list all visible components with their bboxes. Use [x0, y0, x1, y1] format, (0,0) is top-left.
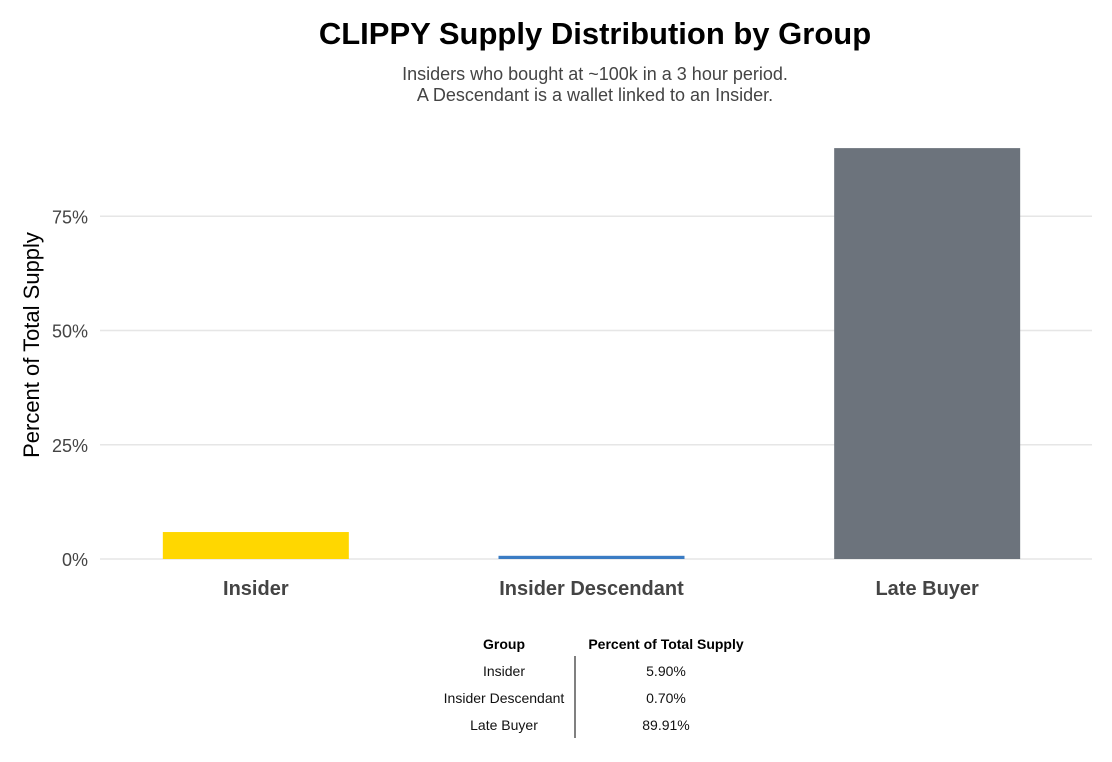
y-tick-75: 75%: [52, 207, 88, 227]
x-tick-labels: Insider Insider Descendant Late Buyer: [223, 578, 979, 600]
x-tick-late-buyer: Late Buyer: [875, 578, 979, 600]
chart-title: CLIPPY Supply Distribution by Group: [319, 16, 871, 51]
y-tick-50: 50%: [52, 322, 88, 342]
chart-subtitle-line-1: Insiders who bought at ~100k in a 3 hour…: [402, 64, 788, 84]
y-tick-labels: 0% 25% 50% 75%: [52, 207, 88, 570]
x-tick-insider-descendant: Insider Descendant: [499, 578, 684, 600]
bar-late-buyer: [834, 148, 1021, 559]
table-row-3-group: Late Buyer: [470, 717, 538, 733]
table-row-3-percent: 89.91%: [642, 717, 689, 733]
y-tick-0: 0%: [62, 550, 88, 570]
summary-table: Group Percent of Total Supply Insider 5.…: [444, 636, 744, 738]
table-row-1-group: Insider: [483, 663, 525, 679]
chart-subtitle-line-2: A Descendant is a wallet linked to an In…: [417, 85, 773, 105]
y-tick-25: 25%: [52, 436, 88, 456]
table-row-2-group: Insider Descendant: [444, 690, 565, 706]
table-header-percent: Percent of Total Supply: [588, 636, 744, 652]
bar-insider-descendant: [498, 555, 685, 559]
bar-insider: [162, 532, 349, 559]
bars: [162, 148, 1021, 559]
table-row-2-percent: 0.70%: [646, 690, 686, 706]
table-header-group: Group: [483, 636, 525, 652]
x-tick-insider: Insider: [223, 578, 289, 600]
y-axis-label: Percent of Total Supply: [19, 232, 44, 458]
table-row-1-percent: 5.90%: [646, 663, 686, 679]
